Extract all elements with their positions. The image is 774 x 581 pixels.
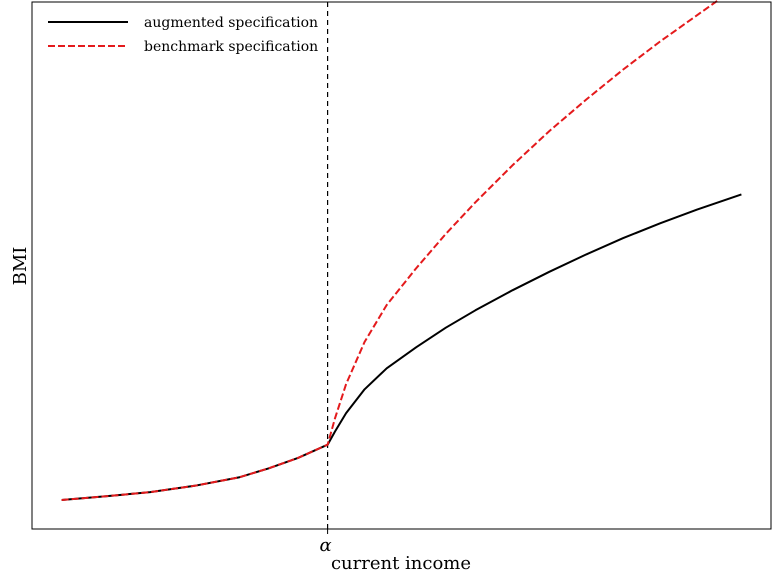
series-line-benchmark (61, 0, 721, 501)
legend-label-augmented: augmented specification (144, 15, 318, 31)
x-axis-label: current income (331, 553, 471, 574)
x-ticks: α (320, 529, 332, 556)
legend: augmented specification benchmark specifi… (48, 15, 318, 55)
x-tick-label: α (320, 535, 332, 556)
legend-label-benchmark: benchmark specification (144, 39, 318, 55)
plot-frame (31, 1, 772, 530)
y-axis-label: BMI (10, 247, 31, 286)
series-line-augmented (61, 193, 742, 501)
plot-layer (61, 0, 742, 529)
